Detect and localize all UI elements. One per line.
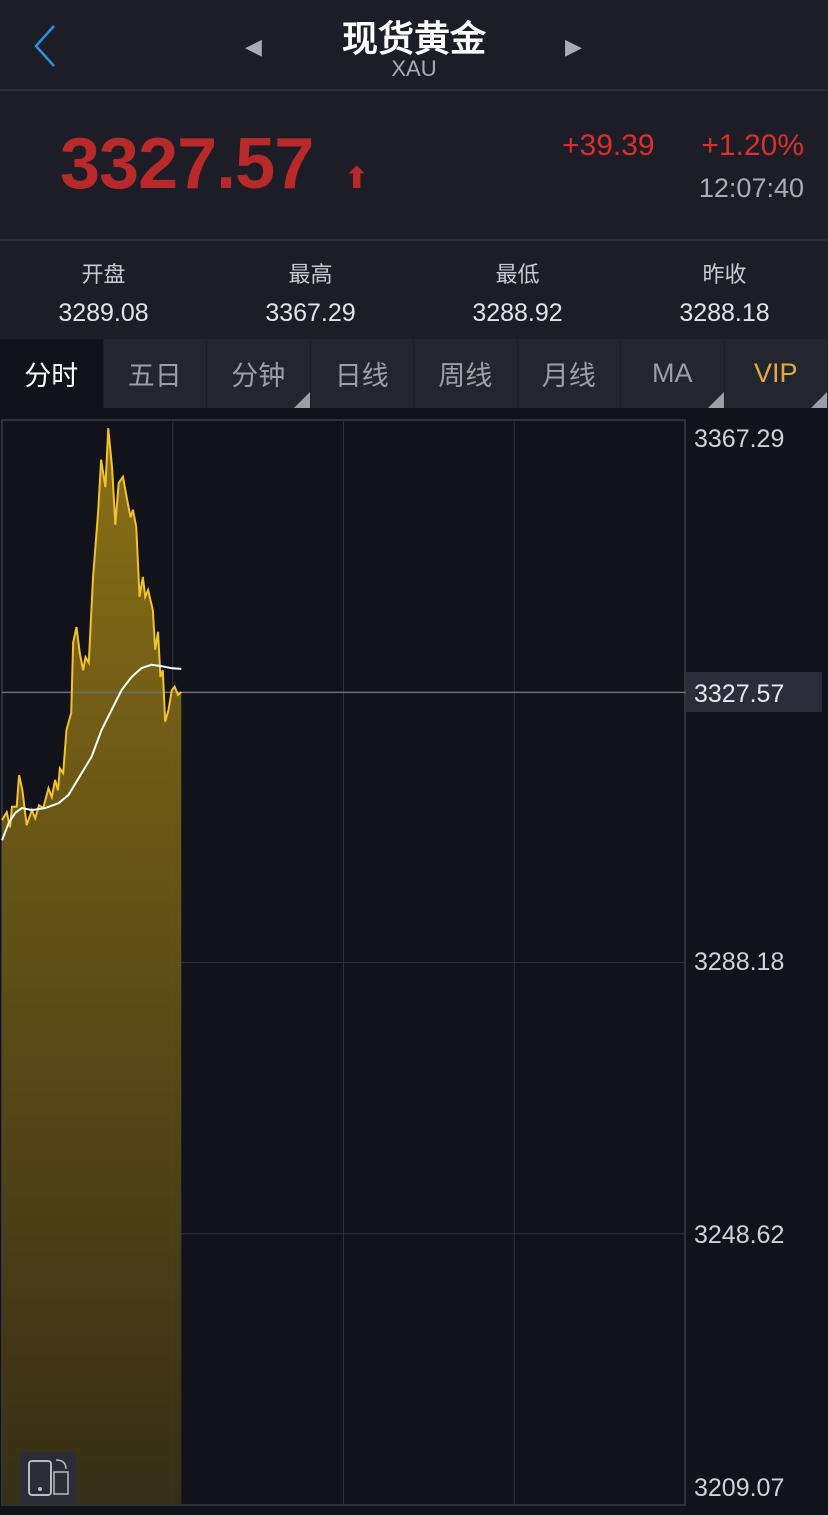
average-price-line bbox=[1, 663, 182, 841]
arrow-up-icon: ⬆ bbox=[344, 162, 370, 195]
quote-time: 12:07:40 bbox=[698, 173, 804, 203]
stats-row: 开盘 3289.08 最高 3367.29 最低 3288.92 昨收 3288.18 bbox=[0, 243, 828, 338]
current-price: 3327.57 bbox=[60, 124, 314, 204]
current-price-marker: 3327.57 bbox=[686, 672, 822, 712]
stat-label: 昨收 bbox=[702, 262, 747, 287]
tab-label: VIP bbox=[753, 358, 798, 388]
price-area bbox=[2, 428, 182, 1506]
price-change-pct: +1.20% bbox=[701, 129, 804, 162]
stat-open: 开盘 3289.08 bbox=[0, 243, 207, 338]
y-tick-label: 3248.62 bbox=[694, 1221, 785, 1249]
triangle-right-icon[interactable]: ▶ bbox=[565, 34, 582, 59]
tab-label: 分钟 bbox=[231, 361, 286, 391]
price-line bbox=[1, 428, 182, 828]
stat-value: 3367.29 bbox=[265, 299, 356, 327]
rotate-screen-button[interactable] bbox=[20, 1452, 76, 1504]
stat-high: 最高 3367.29 bbox=[207, 243, 414, 338]
nav-header: ◀ ▶ 现货黄金 XAU bbox=[0, 0, 828, 91]
symbol-code: XAU bbox=[391, 56, 437, 81]
tab-weekly[interactable]: 周线 bbox=[414, 339, 518, 408]
stat-label: 开盘 bbox=[81, 262, 126, 287]
dropdown-corner-icon bbox=[707, 392, 724, 408]
stat-label: 最低 bbox=[495, 262, 540, 287]
price-change: +39.39 bbox=[562, 129, 655, 162]
tab-label: MA bbox=[652, 358, 693, 388]
chevron-left-icon[interactable] bbox=[30, 24, 60, 68]
stat-prev-close: 昨收 3288.18 bbox=[621, 243, 828, 338]
rotate-screen-icon bbox=[28, 1459, 69, 1496]
stat-value: 3289.08 bbox=[58, 299, 149, 327]
tab-ma[interactable]: MA bbox=[621, 339, 725, 408]
chart-tabs: 分时 五日 分钟 日线 周线 月线 MA VIP bbox=[0, 339, 828, 408]
stat-value: 3288.92 bbox=[472, 299, 563, 327]
tab-daily[interactable]: 日线 bbox=[311, 339, 414, 408]
stat-value: 3288.18 bbox=[679, 299, 770, 327]
tab-monthly[interactable]: 月线 bbox=[518, 339, 621, 408]
dropdown-corner-icon bbox=[811, 392, 827, 408]
y-tick-label: 3367.29 bbox=[694, 425, 785, 453]
page-title: 现货黄金 bbox=[341, 18, 486, 59]
y-tick-label: 3209.07 bbox=[694, 1474, 785, 1502]
stat-label: 最高 bbox=[288, 262, 333, 287]
tab-intraday[interactable]: 分时 bbox=[0, 339, 104, 408]
quote-panel: 3327.57 ⬆ +39.39 +1.20% 12:07:40 bbox=[0, 93, 828, 241]
tab-minute[interactable]: 分钟 bbox=[207, 339, 311, 408]
tab-five-day[interactable]: 五日 bbox=[104, 339, 207, 408]
triangle-left-icon[interactable]: ◀ bbox=[245, 34, 262, 59]
dropdown-corner-icon bbox=[293, 392, 310, 408]
stat-low: 最低 3288.92 bbox=[414, 243, 621, 338]
y-tick-label: 3288.18 bbox=[694, 948, 785, 976]
